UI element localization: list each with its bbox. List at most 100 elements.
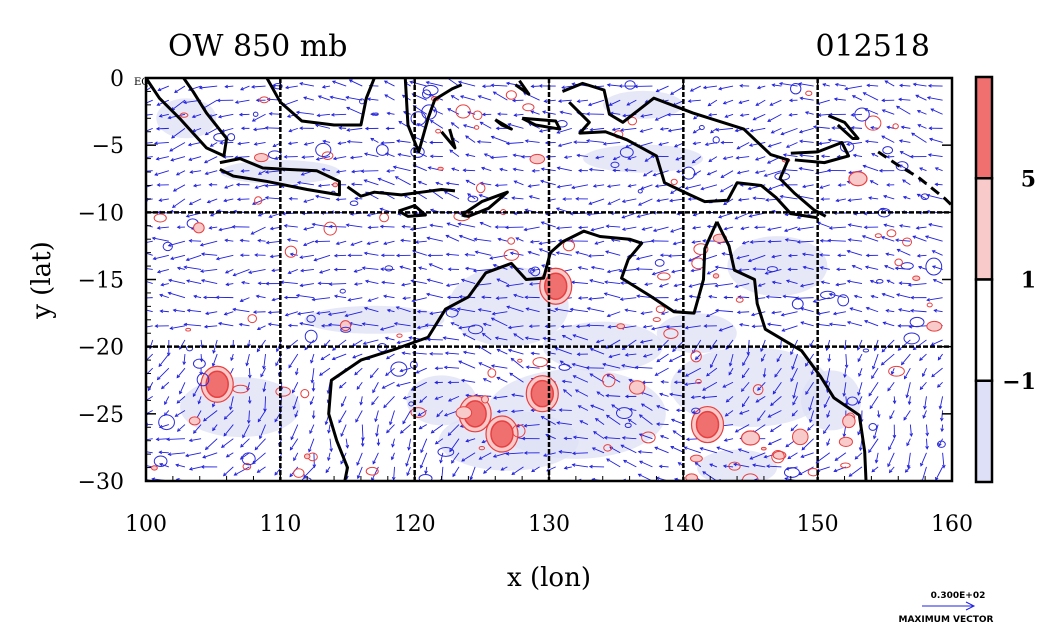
wind-vector — [926, 424, 928, 436]
wind-vector — [508, 349, 524, 355]
wind-vector-head — [416, 325, 421, 330]
wind-vector-head — [528, 195, 533, 199]
wind-vector-head — [513, 180, 518, 184]
wind-vector — [387, 112, 395, 115]
wind-vector — [405, 452, 412, 467]
wind-vector-head — [571, 185, 576, 190]
wind-vector-head — [252, 310, 257, 314]
wind-vector-head — [556, 130, 561, 134]
wind-vector — [819, 254, 830, 256]
wind-vector-head — [450, 122, 455, 126]
wind-vector-head — [683, 446, 688, 450]
wind-vector — [555, 347, 572, 355]
wind-vector-head — [157, 210, 161, 215]
wind-vector-head — [620, 281, 624, 285]
wind-vector — [715, 266, 734, 270]
wind-vector-head — [828, 292, 833, 297]
wind-vector — [146, 353, 154, 362]
wind-vector — [430, 120, 444, 129]
wind-vector-head — [289, 473, 293, 478]
wind-vector-head — [436, 413, 440, 418]
wind-vector-head — [655, 88, 660, 93]
wind-vector — [466, 438, 476, 442]
wind-vector-head — [848, 170, 852, 175]
wind-vector-head — [670, 229, 674, 233]
wind-vector — [355, 410, 363, 423]
wind-vector — [934, 309, 943, 313]
wind-vector-head — [429, 119, 434, 124]
wind-vector-head — [158, 450, 163, 455]
wind-vector-head — [621, 199, 626, 203]
wind-vector-head — [320, 323, 325, 328]
negative-contour — [868, 422, 878, 431]
wind-vector-head — [540, 415, 545, 420]
wind-vector-head — [868, 392, 872, 397]
wind-vector — [750, 452, 766, 460]
wind-vector — [481, 167, 492, 172]
wind-vector — [349, 79, 363, 87]
wind-vector — [821, 281, 830, 284]
wind-vector-head — [286, 238, 291, 242]
positive-contour — [193, 222, 205, 234]
wind-vector — [715, 309, 734, 313]
wind-vector-head — [924, 235, 929, 239]
wind-vector-head — [479, 221, 484, 226]
wind-vector-head — [359, 401, 363, 406]
wind-vector-head — [847, 238, 852, 242]
wind-vector — [345, 311, 363, 317]
wind-vector — [204, 325, 218, 328]
wind-vector-head — [303, 474, 307, 479]
wind-vector — [753, 197, 766, 200]
wind-vector — [887, 381, 895, 392]
wind-vector-head — [908, 324, 913, 329]
wind-vector-head — [331, 356, 336, 361]
wind-vector — [168, 279, 186, 284]
wind-vector-head — [790, 427, 795, 432]
wind-vector-head — [819, 266, 824, 270]
wind-vector-head — [269, 254, 274, 259]
wind-vector-head — [530, 84, 535, 89]
wind-vector-head — [507, 348, 512, 353]
wind-vector — [209, 226, 218, 229]
wind-vector-head — [606, 313, 611, 318]
wind-vector-head — [782, 153, 787, 157]
wind-vector — [661, 381, 669, 383]
wind-vector-head — [192, 183, 197, 188]
wind-vector — [412, 297, 427, 302]
wind-vector-head — [288, 196, 293, 201]
wind-vector — [751, 311, 766, 316]
wind-vector-head — [938, 405, 943, 410]
wind-vector-head — [706, 372, 710, 377]
wind-vector — [813, 126, 830, 129]
wind-vector — [835, 452, 847, 461]
wind-vector — [818, 113, 830, 116]
wind-vector — [322, 168, 331, 172]
wind-vector-head — [790, 351, 794, 356]
wind-vector-head — [495, 126, 500, 131]
wind-vector — [883, 195, 895, 200]
wind-vector-head — [544, 324, 549, 329]
wind-vector — [212, 353, 218, 367]
wind-vector — [317, 311, 331, 314]
wind-vector — [506, 306, 524, 313]
wind-vector — [695, 462, 702, 468]
wind-vector — [482, 333, 492, 341]
wind-vector — [937, 381, 943, 388]
wind-vector — [605, 250, 621, 256]
wind-vector-head — [878, 168, 883, 173]
wind-vector-head — [385, 355, 390, 360]
wind-vector-head — [419, 464, 424, 469]
wind-vector — [426, 293, 443, 299]
positive-contour — [663, 328, 679, 339]
wind-vector — [816, 452, 831, 464]
wind-vector-head — [677, 369, 682, 373]
wind-vector-head — [467, 193, 471, 197]
wind-vector — [497, 410, 508, 413]
wind-vector-head — [708, 294, 713, 299]
negative-contour — [421, 89, 432, 99]
wind-vector-head — [586, 306, 591, 311]
wind-vector — [315, 195, 331, 200]
wind-vector — [620, 127, 637, 131]
positive-contour — [902, 237, 913, 247]
wind-vector-head — [265, 240, 270, 245]
